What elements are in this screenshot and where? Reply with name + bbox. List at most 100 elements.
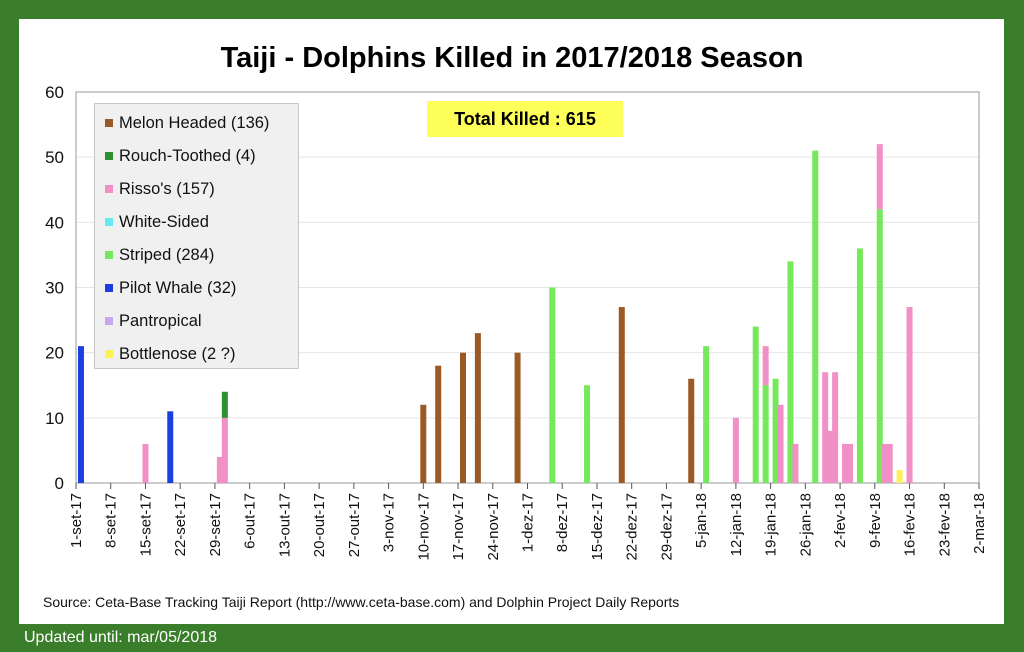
legend-item-rough: Rouch-Toothed (4) — [105, 146, 256, 166]
x-axis: 1-set-17 8-set-17 15-set-17 22-set-17 29-set… — [68, 483, 988, 561]
legend-swatch — [105, 152, 113, 160]
bar-striped — [812, 150, 819, 483]
bar-risso — [777, 404, 784, 483]
bar-striped — [703, 346, 710, 483]
legend-label: Rouch-Toothed (4) — [119, 146, 256, 165]
legend-swatch — [105, 317, 113, 325]
x-tick-label: 13-out-17 — [276, 493, 293, 557]
legend-item-striped: Striped (284) — [105, 245, 214, 265]
bar-risso — [822, 372, 829, 483]
x-tick-label: 1-set-17 — [68, 493, 85, 548]
legend-label: Pilot Whale (32) — [119, 278, 237, 297]
bar-risso — [906, 307, 913, 483]
bar-melon — [514, 352, 521, 483]
source-note: Source: Ceta-Base Tracking Taiji Report … — [43, 594, 680, 610]
y-tick-label: 10 — [45, 409, 64, 428]
y-tick-label: 0 — [55, 474, 64, 493]
y-tick-label: 50 — [45, 148, 64, 167]
x-tick-label: 5-jan-18 — [693, 493, 710, 548]
x-tick-label: 29-dez-17 — [658, 493, 675, 561]
y-tick-label: 20 — [45, 344, 64, 363]
bar-risso — [732, 417, 739, 483]
x-tick-label: 9-fev-18 — [867, 493, 884, 548]
bar-risso — [847, 443, 853, 483]
x-tick-label: 6-out-17 — [242, 493, 259, 549]
bar-bottlenose — [896, 469, 903, 483]
bar-risso — [876, 144, 883, 210]
x-tick-label: 20-out-17 — [311, 493, 328, 557]
x-tick-label: 17-nov-17 — [450, 493, 467, 561]
x-tick-label: 19-jan-18 — [763, 493, 780, 556]
bar-striped — [772, 378, 779, 483]
x-tick-label: 29-set-17 — [207, 493, 224, 556]
legend-swatch — [105, 284, 113, 292]
legend-label: Risso's (157) — [119, 179, 215, 198]
legend: Melon Headed (136) Rouch-Toothed (4) Risso… — [94, 103, 299, 369]
bar-melon — [460, 352, 466, 483]
x-tick-label: 8-set-17 — [103, 493, 120, 548]
legend-item-pantropical: Pantropical — [105, 311, 202, 331]
total-killed-annotation: Total Killed : 615 — [427, 101, 623, 137]
bar-pilot — [167, 411, 174, 483]
bar-risso — [221, 417, 228, 483]
x-tick-label: 8-dez-17 — [554, 493, 571, 552]
bar-striped — [752, 326, 759, 483]
bar-risso — [886, 443, 893, 483]
x-tick-label: 2-fev-18 — [832, 493, 849, 548]
legend-label: Striped (284) — [119, 245, 215, 264]
bar-melon — [420, 404, 427, 483]
x-tick-label: 15-dez-17 — [589, 493, 606, 561]
bar-striped — [856, 248, 863, 483]
bar-melon — [474, 333, 481, 483]
updated-note: Updated until: mar/05/2018 — [24, 629, 218, 646]
bar-risso — [842, 443, 849, 483]
chart-title: Taiji - Dolphins Killed in 2017/2018 Sea… — [220, 42, 804, 74]
x-tick-label: 27-out-17 — [346, 493, 363, 557]
x-tick-label: 23-fev-18 — [936, 493, 953, 556]
bars — [77, 144, 913, 484]
x-tick-label: 10-nov-17 — [415, 493, 432, 561]
y-tick-label: 60 — [45, 83, 64, 102]
legend-swatch — [105, 350, 113, 358]
bar-risso — [827, 430, 834, 483]
y-tick-label: 40 — [45, 213, 64, 232]
bar-striped — [549, 287, 556, 483]
x-tick-label: 26-jan-18 — [797, 493, 814, 556]
bar-melon — [618, 307, 625, 483]
legend-swatch — [105, 218, 113, 226]
x-tick-label: 1-dez-17 — [520, 493, 537, 552]
legend-item-white: White-Sided — [105, 212, 209, 232]
bar-melon — [688, 378, 695, 483]
bar-risso — [832, 372, 839, 483]
x-tick-label: 3-nov-17 — [381, 493, 398, 552]
bar-rough — [221, 391, 228, 418]
bar-risso — [881, 443, 888, 483]
x-tick-label: 24-nov-17 — [485, 493, 502, 561]
legend-item-pilot: Pilot Whale (32) — [105, 278, 236, 298]
legend-label: Melon Headed (136) — [119, 113, 270, 132]
bar-risso — [142, 443, 149, 483]
y-axis: 0 10 20 30 40 50 60 — [45, 83, 64, 493]
x-tick-label: 22-set-17 — [172, 493, 189, 556]
legend-label: Bottlenose (2 ?) — [119, 344, 236, 363]
x-tick-label: 2-mar-18 — [971, 493, 988, 554]
legend-item-risso: Risso's (157) — [105, 179, 215, 199]
x-tick-label: 22-dez-17 — [624, 493, 641, 561]
bar-striped — [876, 209, 883, 484]
bar-melon — [435, 365, 442, 483]
bar-striped — [762, 385, 769, 483]
legend-label: White-Sided — [119, 212, 209, 231]
legend-item-bottlenose: Bottlenose (2 ?) — [105, 344, 235, 364]
legend-label: Pantropical — [119, 311, 202, 330]
x-tick-label: 16-fev-18 — [902, 493, 919, 556]
bar-pilot — [77, 346, 84, 483]
bar-striped — [584, 385, 591, 483]
bar-risso — [792, 443, 799, 483]
bar-risso — [762, 346, 769, 386]
legend-swatch — [105, 119, 113, 127]
y-tick-label: 30 — [45, 279, 64, 298]
bar-risso — [216, 456, 223, 483]
x-tick-label: 12-jan-18 — [728, 493, 745, 556]
x-tick-label: 15-set-17 — [137, 493, 154, 556]
